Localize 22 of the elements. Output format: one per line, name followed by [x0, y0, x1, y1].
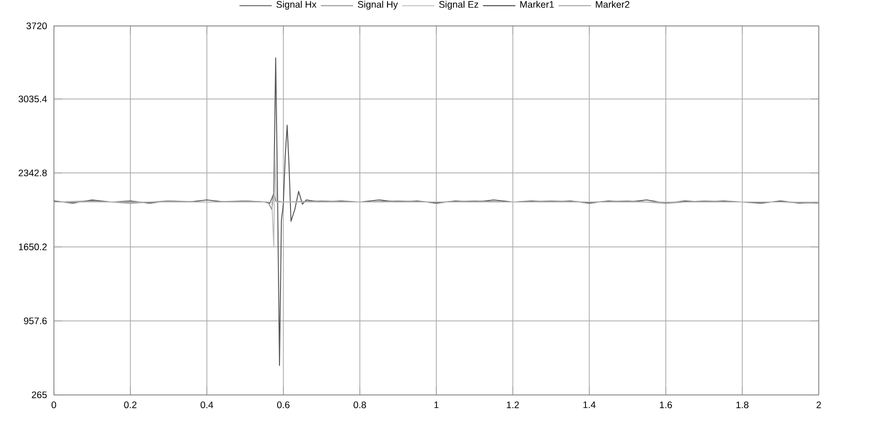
- y-tick-label: 3035.4: [18, 95, 47, 102]
- x-tick-label: 2: [816, 401, 821, 408]
- legend-label: Marker2: [596, 0, 630, 8]
- x-tick-label: 0.6: [277, 401, 290, 408]
- x-tick-label: 1.4: [583, 401, 596, 408]
- y-tick-label: 2342.8: [18, 169, 47, 176]
- x-tick-label: 0: [52, 401, 56, 408]
- x-tick-label: 1.2: [506, 401, 519, 408]
- x-tick-label: 0.8: [354, 401, 366, 408]
- y-tick-label: 3720: [26, 22, 47, 29]
- legend-label: Signal Hx: [276, 0, 316, 10]
- legend-label: Marker1: [520, 0, 554, 8]
- legend-label: Signal Hy: [358, 0, 398, 10]
- x-tick-label: 0.4: [200, 401, 214, 408]
- y-tick-label: 1650.2: [18, 243, 47, 250]
- x-tick-label: 1.6: [660, 401, 672, 408]
- legend-label: Signal Ez: [439, 0, 478, 10]
- x-tick-label: 1: [434, 401, 438, 408]
- x-tick-label: 0.2: [124, 401, 136, 408]
- y-tick-label: 957.6: [24, 317, 47, 324]
- x-tick-label: 1.8: [736, 401, 748, 408]
- y-tick-label: 265: [32, 391, 47, 398]
